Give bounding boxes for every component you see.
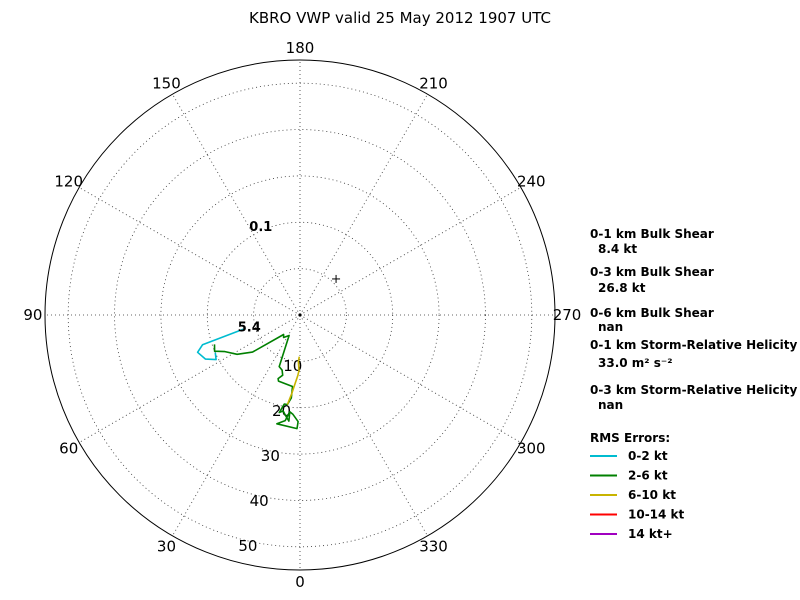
height-label-1: 5.4 [238, 320, 261, 335]
grid-spoke-240 [299, 187, 522, 316]
grid-spoke-300 [299, 314, 522, 443]
outer-boundary [44, 59, 556, 571]
grid-spoke-30 [172, 314, 301, 537]
shear06-value: nan [598, 320, 623, 334]
srh03-label: 0-3 km Storm-Relative Helicity [590, 383, 797, 397]
ring-label-10: 10 [283, 357, 302, 375]
srh01-value: 33.0 m² s⁻² [598, 356, 672, 370]
chart-title: KBRO VWP valid 25 May 2012 1907 UTC [249, 9, 551, 27]
shear01-value: 8.4 kt [598, 242, 637, 256]
azimuth-label-270: 270 [553, 306, 582, 324]
azimuth-label-30: 30 [157, 537, 176, 555]
trace-1 [213, 333, 299, 430]
srh03-value: nan [598, 398, 623, 412]
azimuth-labels: 0 30 60 90 120 150 180 210 240 270 300 330 [23, 39, 581, 591]
shear06-label: 0-6 km Bulk Shear [590, 306, 714, 320]
legend-label-1: 2-6 kt [628, 469, 668, 483]
ring-label-30: 30 [261, 447, 280, 465]
grid-spoke-330 [299, 314, 428, 537]
grid-ring-30 [160, 175, 440, 455]
ring-label-50: 50 [238, 537, 257, 555]
height-annotations: 0.1 5.4 [238, 220, 273, 336]
legend-label-4: 14 kt+ [628, 527, 673, 541]
grid-ring-40 [114, 129, 486, 501]
azimuth-label-60: 60 [59, 440, 78, 458]
grid-spoke-210 [299, 93, 428, 316]
azimuth-label-210: 210 [419, 75, 448, 93]
origin-dot [298, 313, 302, 317]
side-panel: 0-1 km Bulk Shear 8.4 kt 0-3 km Bulk She… [590, 227, 797, 541]
grid-spoke-150 [172, 93, 301, 316]
azimuth-label-240: 240 [517, 172, 546, 190]
azimuth-label-0: 0 [295, 573, 305, 591]
azimuth-label-90: 90 [23, 306, 42, 324]
hodograph-traces [196, 328, 301, 430]
center-marks [298, 274, 341, 317]
trace-0 [196, 328, 245, 361]
azimuth-label-300: 300 [517, 440, 546, 458]
azimuth-label-180: 180 [286, 39, 315, 57]
shear01-label: 0-1 km Bulk Shear [590, 227, 714, 241]
srh01-label: 0-1 km Storm-Relative Helicity [590, 338, 797, 352]
azimuth-label-120: 120 [54, 172, 83, 190]
shear03-label: 0-3 km Bulk Shear [590, 265, 714, 279]
grid-ring-50 [67, 82, 533, 548]
legend-label-0: 0-2 kt [628, 449, 668, 463]
azimuth-label-330: 330 [419, 537, 448, 555]
azimuth-label-150: 150 [152, 75, 181, 93]
grid-spoke-60 [78, 314, 301, 443]
legend-label-2: 6-10 kt [628, 488, 676, 502]
polar-grid [45, 60, 555, 570]
ring-label-40: 40 [250, 492, 269, 510]
grid-ring-10 [253, 268, 347, 362]
grid-spoke-120 [78, 187, 301, 316]
legend-title: RMS Errors: [590, 431, 670, 445]
shear03-value: 26.8 kt [598, 281, 646, 295]
legend: 0-2 kt 2-6 kt 6-10 kt 10-14 kt 14 kt+ [590, 449, 685, 541]
legend-label-3: 10-14 kt [628, 508, 685, 522]
height-label-0: 0.1 [249, 220, 272, 235]
trace-2 [286, 356, 301, 405]
